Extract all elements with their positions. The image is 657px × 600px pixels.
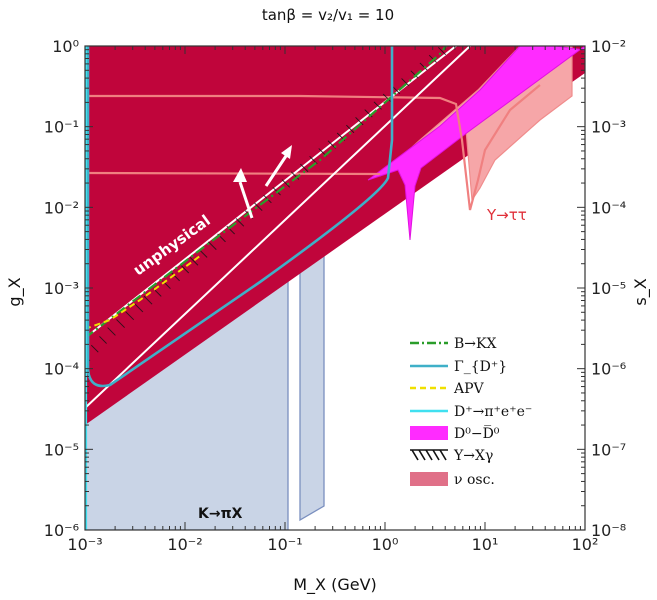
legend-item-gamma-d: Γ_{D⁺} [410, 359, 507, 375]
kpix-label: K→πX [198, 506, 243, 522]
chart-title: tanβ = v₂/v₁ = 10 [262, 6, 394, 24]
legend: B→KX Γ_{D⁺} APV D⁺→π⁺e⁺e⁻ D⁰−D̅⁰ [410, 336, 532, 488]
y2-tick-label: 10⁻⁷ [591, 440, 626, 459]
y-tick-label: 10⁻¹ [44, 118, 79, 137]
d0mix-region [367, 46, 585, 241]
legend-label-gamma-d: Γ_{D⁺} [454, 359, 507, 375]
y2-tick-label: 10⁻⁴ [591, 198, 626, 217]
y-tick-label: 10⁻⁵ [44, 440, 79, 459]
bkx-curve [85, 46, 447, 339]
unphysical-arrows [233, 145, 292, 219]
apv-curve [85, 255, 201, 330]
x-tick-label: 10⁻³ [67, 535, 102, 554]
y2-tick-label: 10⁻² [591, 37, 626, 56]
legend-item-apv: APV [410, 381, 485, 397]
y2-tick-label: 10⁻⁵ [591, 279, 626, 298]
x-tick-label: 10⁻¹ [267, 535, 302, 554]
upsilon-tautau-curve-1 [88, 84, 541, 211]
unphysical-region [85, 46, 585, 425]
y-tick-label: 10⁻² [44, 198, 79, 217]
physical-boundary-line [85, 46, 471, 409]
y-axis-label: g_X [5, 277, 25, 306]
x-tick-label: 10⁻² [167, 535, 202, 554]
y2-tick-label: 10⁻⁶ [591, 360, 626, 379]
upsilon-tautau-label: Υ→ττ [486, 206, 527, 224]
y-ticks: 10⁻⁶ 10⁻⁵ 10⁻⁴ 10⁻³ 10⁻² 10⁻¹ 10⁰ [44, 37, 93, 540]
y-tick-label: 10⁻⁴ [44, 360, 79, 379]
gamma-d-curve [86, 46, 394, 388]
legend-label-d0mix: D⁰−D̅⁰ [454, 423, 500, 442]
upsilon-tautau-curve-2 [87, 171, 381, 176]
legend-label-apv: APV [453, 381, 485, 397]
y2-axis-label: s_X [631, 278, 651, 305]
legend-item-bkx: B→KX [410, 336, 496, 352]
x-axis-label: M_X (GeV) [293, 575, 377, 595]
legend-item-nu-osc: ν osc. [410, 472, 495, 488]
x-ticks: 10⁻³ 10⁻² 10⁻¹ 10⁰ 10¹ 10² [67, 46, 598, 554]
legend-item-dpi-ee: D⁺→π⁺e⁺e⁻ [410, 404, 532, 420]
legend-label-upsilon-xgamma: Υ→Xγ [453, 448, 493, 464]
plot-area [85, 46, 585, 530]
legend-label-dpi-ee: D⁺→π⁺e⁺e⁻ [454, 404, 532, 420]
y-tick-label: 10⁰ [52, 37, 79, 56]
y-tick-label: 10⁻³ [44, 279, 79, 298]
y2-tick-label: 10⁻⁸ [591, 521, 626, 540]
y2-ticks: 10⁻⁸ 10⁻⁷ 10⁻⁶ 10⁻⁵ 10⁻⁴ 10⁻³ 10⁻² [577, 37, 626, 540]
legend-label-bkx: B→KX [454, 336, 496, 352]
legend-item-d0mix: D⁰−D̅⁰ [410, 423, 500, 442]
x-tick-label: 10² [572, 535, 599, 554]
x-tick-label: 10¹ [472, 535, 499, 554]
legend-item-upsilon-xgamma: Υ→Xγ [410, 448, 493, 464]
kpix-band [299, 233, 325, 522]
y-tick-label: 10⁻⁶ [44, 521, 79, 540]
y2-tick-label: 10⁻³ [591, 118, 626, 137]
x-tick-label: 10⁰ [372, 535, 399, 554]
legend-label-nu-osc: ν osc. [454, 472, 495, 488]
